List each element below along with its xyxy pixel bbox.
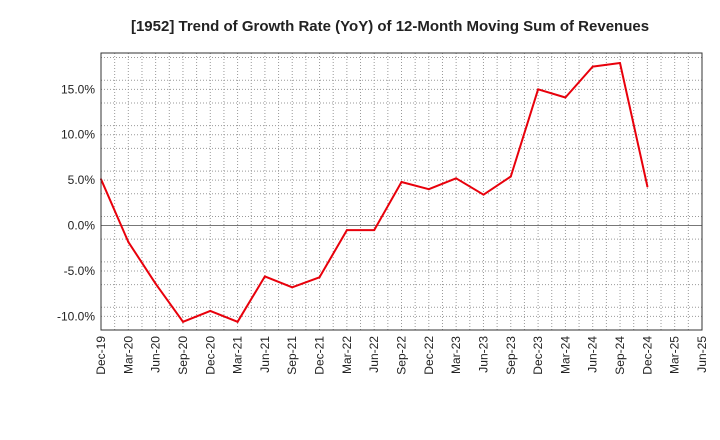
data-point (455, 177, 458, 180)
x-tick-label: Dec-21 (313, 336, 327, 375)
y-tick-label: 5.0% (68, 173, 96, 187)
data-point (427, 188, 430, 191)
x-tick-label: Mar-25 (668, 336, 682, 374)
data-point (318, 276, 321, 279)
y-tick-label: 15.0% (61, 82, 95, 96)
y-tick-label: 10.0% (61, 128, 95, 142)
x-tick-label: Dec-23 (531, 336, 545, 375)
data-point (345, 229, 348, 232)
x-tick-labels: Dec-19 Mar-20 Jun-20 Sep-20 Dec-20 Mar-21 Jun-… (94, 336, 709, 375)
series-layer (100, 61, 649, 323)
data-point (181, 320, 184, 323)
x-tick-label: Sep-23 (504, 336, 518, 375)
x-tick-label: Jun-23 (476, 336, 490, 373)
y-tick-label: -5.0% (64, 264, 96, 278)
x-tick-label: Dec-20 (203, 336, 217, 375)
x-tick-label: Dec-19 (94, 336, 108, 375)
data-point (564, 96, 567, 99)
data-point (154, 282, 157, 285)
x-tick-label: Sep-22 (395, 336, 409, 375)
data-point (373, 229, 376, 232)
x-tick-label: Dec-24 (640, 336, 654, 375)
x-tick-label: Dec-22 (422, 336, 436, 375)
y-tick-label: 0.0% (68, 219, 96, 233)
x-tick-label: Jun-25 (695, 336, 709, 373)
data-point (291, 286, 294, 289)
x-tick-label: Mar-24 (558, 336, 572, 374)
plot-frame (100, 52, 703, 331)
x-tick-label: Sep-21 (285, 336, 299, 375)
x-tick-label: Sep-20 (176, 336, 190, 375)
y-tick-labels: -10.0% -5.0% 0.0% 5.0% 10.0% 15.0% (57, 82, 95, 323)
x-tick-label: Jun-21 (258, 336, 272, 373)
data-point (400, 180, 403, 183)
data-point (619, 61, 622, 64)
y-tick-label: -10.0% (57, 309, 95, 323)
data-point (509, 175, 512, 178)
x-tick-label: Sep-24 (613, 336, 627, 375)
data-point (482, 193, 485, 196)
chart-title: [1952] Trend of Growth Rate (YoY) of 12-… (131, 18, 649, 35)
data-point (127, 240, 130, 243)
data-point (646, 185, 649, 188)
x-tick-label: Mar-21 (231, 336, 245, 374)
data-point (209, 309, 212, 312)
x-tick-label: Jun-20 (149, 336, 163, 373)
data-point (263, 275, 266, 278)
grid-lines (100, 53, 703, 330)
x-tick-label: Jun-24 (586, 336, 600, 373)
data-point (236, 320, 239, 323)
data-point (591, 65, 594, 68)
x-tick-label: Mar-20 (121, 336, 135, 374)
x-tick-label: Mar-22 (340, 336, 354, 374)
x-tick-label: Jun-22 (367, 336, 381, 373)
data-point (537, 88, 540, 91)
x-tick-label: Mar-23 (449, 336, 463, 374)
